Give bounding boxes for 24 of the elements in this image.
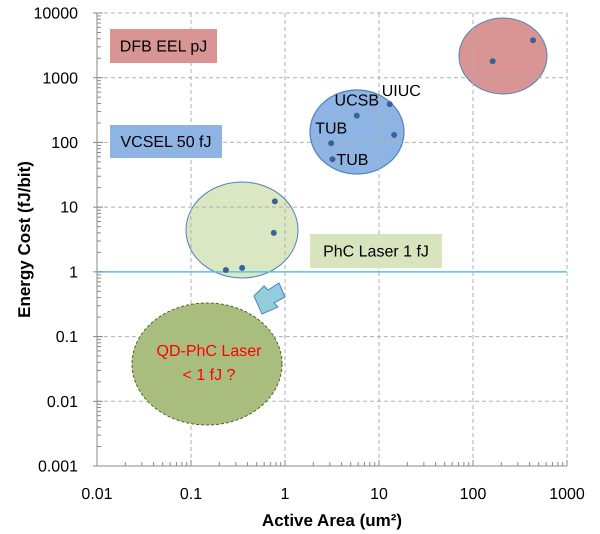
annotation: UCSB [334,92,379,110]
x-tick-label: 0.1 [180,486,202,503]
y-tick-label: 0.01 [46,394,78,411]
annotation: UIUC [382,83,421,100]
x-axis-title: Active Area (um²) [262,511,402,530]
y-tick-label: 10 [60,200,78,217]
annotation: VCSEL 50 fJ [120,134,212,152]
y-tick-label: 100 [51,135,78,152]
annotation: TUB [315,120,348,138]
y-tick-label: 0.001 [38,458,78,476]
y-axis-title: Energy Cost (fJ/bit) [15,161,34,318]
x-tick-label: 100 [460,486,486,503]
annotation: QD-PhC Laser < 1 fJ ? [156,343,262,384]
x-tick-label: 10 [370,486,388,503]
y-tick-label: 10000 [34,6,78,23]
x-tick-label: 1000 [549,486,585,503]
y-tick-label: 1 [69,264,78,282]
x-tick-label: 0.01 [81,486,113,503]
y-tick-label: 0.1 [56,329,78,346]
y-tick-label: 1000 [42,70,78,88]
annotation: DFB EEL pJ [120,38,208,56]
annotation: TUB [336,152,368,170]
annotation: PhC Laser 1 fJ [323,244,429,261]
x-tick-label: 1 [280,486,290,503]
